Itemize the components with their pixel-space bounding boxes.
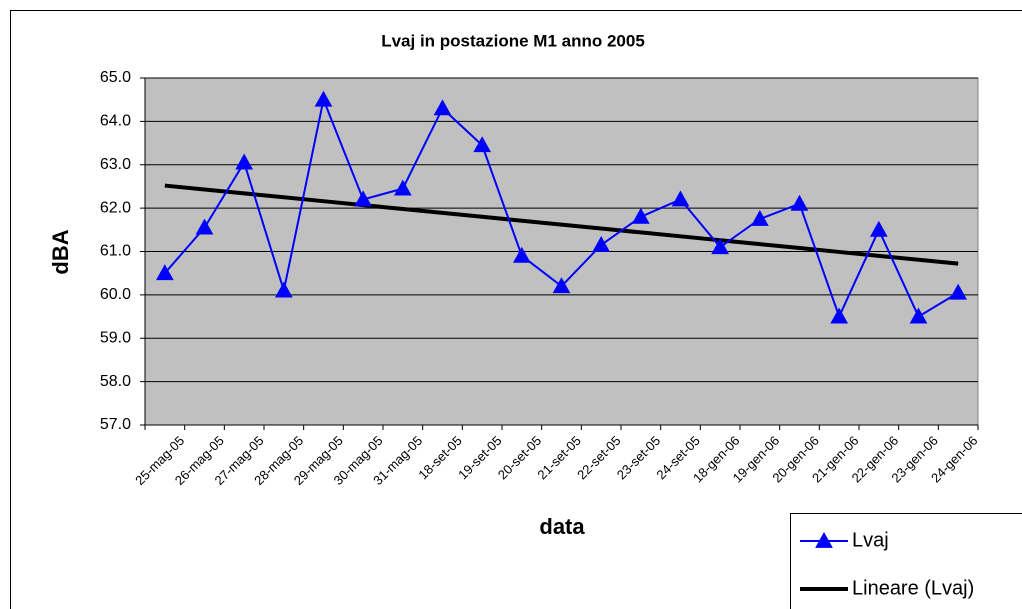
data-point	[235, 153, 254, 170]
y-tick-label: 57.0	[100, 416, 131, 433]
y-tick-label: 58.0	[100, 373, 131, 390]
legend-label: Lineare (Lvaj)	[852, 577, 974, 599]
y-tick-label: 64.0	[100, 113, 131, 130]
data-point	[869, 220, 888, 237]
legend-label: Lvaj	[852, 529, 889, 551]
data-point	[949, 283, 968, 300]
y-tick-label: 60.0	[100, 286, 131, 303]
data-point	[671, 190, 690, 207]
data-point	[552, 277, 571, 294]
x-axis-label: data	[539, 514, 585, 539]
series-line	[164, 183, 959, 266]
y-tick-label: 62.0	[100, 199, 131, 216]
y-tick-label: 63.0	[100, 156, 131, 173]
data-point	[473, 136, 492, 153]
data-point	[512, 246, 531, 263]
data-point	[354, 190, 373, 207]
y-tick-label: 65.0	[100, 69, 131, 86]
data-point	[155, 264, 174, 281]
data-point	[631, 207, 650, 224]
data-point	[433, 99, 452, 116]
data-point	[909, 307, 928, 324]
data-point	[592, 235, 611, 252]
y-axis-label: dBA	[48, 229, 73, 274]
data-point	[314, 90, 333, 107]
data-point	[830, 307, 849, 324]
data-point	[750, 209, 769, 226]
chart-title: Lvaj in postazione M1 anno 2005	[381, 31, 645, 50]
data-point	[711, 238, 730, 255]
legend-box	[790, 513, 1022, 609]
data-point	[274, 281, 293, 298]
legend-marker	[815, 531, 833, 548]
data-point	[790, 194, 809, 211]
y-tick-label: 61.0	[100, 243, 131, 260]
y-tick-label: 59.0	[100, 329, 131, 346]
data-point	[195, 218, 214, 235]
data-point	[393, 179, 412, 196]
